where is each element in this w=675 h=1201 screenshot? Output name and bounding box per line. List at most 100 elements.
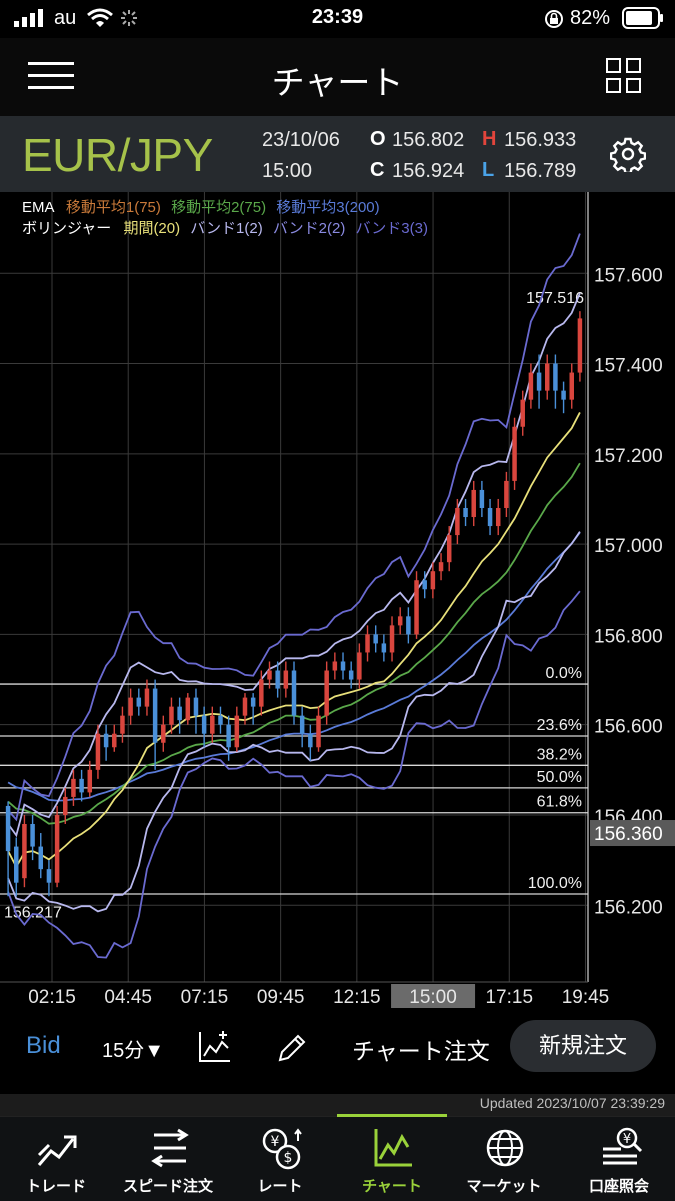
candle-body: [536, 372, 542, 391]
selected-time-highlight: [391, 984, 476, 1008]
loading-spinner-icon: [121, 10, 137, 26]
bb-band1-label: バンド1(2): [190, 220, 263, 237]
ema-75-line: [7, 462, 581, 825]
candle-body: [128, 697, 133, 716]
tab-account-label: 口座照会: [588, 1178, 649, 1195]
candle-body: [259, 679, 264, 707]
new-order-button[interactable]: 新規注文: [510, 1020, 656, 1072]
candle-body: [38, 846, 44, 870]
tab-account[interactable]: ¥ 口座照会: [563, 1117, 675, 1201]
candlesticks: [5, 311, 583, 897]
candle-body: [234, 715, 240, 748]
candle-body: [357, 652, 362, 680]
svg-text:$: $: [284, 1150, 293, 1166]
timeframe-select[interactable]: 15分▼: [102, 1040, 165, 1062]
candle-body: [299, 715, 305, 734]
candle-body: [406, 616, 411, 635]
candle-body: [438, 562, 444, 572]
tab-rate[interactable]: ¥ $ レート: [224, 1117, 336, 1201]
current-price-tag: [590, 820, 675, 847]
time-tick-label: 07:15: [181, 987, 229, 1008]
candle-body: [87, 769, 93, 793]
candle-body: [218, 715, 223, 725]
time-tick-label: 02:15: [28, 987, 76, 1008]
active-tab-indicator: [337, 1114, 447, 1117]
tab-market[interactable]: マーケット: [448, 1117, 560, 1201]
hamburger-menu-icon[interactable]: [28, 60, 76, 92]
ma3-label: 移動平均3(200): [276, 199, 380, 216]
orientation-lock-icon: [545, 10, 563, 28]
candle-body: [185, 697, 191, 721]
time-tick-label: 17:15: [485, 987, 533, 1008]
status-bar: au 23:39 82%: [0, 0, 675, 38]
wifi-icon: [87, 8, 113, 27]
candle-body: [275, 670, 280, 689]
open-value: 156.802: [392, 129, 465, 151]
candle-body: [112, 733, 117, 748]
bb-lower-3-line: [7, 590, 581, 959]
candle-body: [177, 706, 182, 721]
chart-order-button[interactable]: チャート注文: [352, 1038, 490, 1064]
drawing-pencil-icon[interactable]: [276, 1030, 308, 1064]
candle-body: [544, 363, 550, 391]
currency-pair[interactable]: EUR/JPY: [22, 129, 213, 181]
time-tick-label: 09:45: [257, 987, 305, 1008]
candle-body: [144, 688, 150, 707]
candle-body: [30, 824, 35, 847]
fib-level-label: 100.0%: [528, 875, 582, 892]
svg-text:¥: ¥: [623, 1132, 631, 1147]
candle-body: [22, 824, 27, 879]
bid-ask-toggle[interactable]: Bid: [26, 1032, 61, 1059]
ma1-label: 移動平均1(75): [65, 199, 161, 216]
ma2-label: 移動平均2(75): [171, 199, 267, 216]
add-indicator-icon[interactable]: [198, 1030, 232, 1064]
candle-body: [455, 508, 460, 536]
price-tick-label: 157.200: [594, 446, 663, 467]
tab-speed-order[interactable]: スピード注文: [112, 1117, 224, 1201]
candle-body: [479, 489, 485, 508]
nav-bar: チャート: [0, 38, 675, 116]
price-tick-label: 156.800: [594, 626, 663, 647]
candle-body: [569, 372, 574, 400]
tab-chart[interactable]: チャート: [336, 1117, 448, 1201]
candle-body: [283, 670, 289, 689]
candle-body: [487, 508, 493, 527]
clock: 23:39: [311, 6, 364, 28]
tab-trade[interactable]: トレード: [0, 1117, 112, 1201]
time-tick-label: 04:45: [104, 987, 152, 1008]
price-axis: 157.600 157.400 157.200 157.000 156.800 156.6…: [590, 265, 675, 918]
market-globe-icon: [486, 1129, 524, 1167]
update-timestamp-bar: Updated 2023/10/07 23:39:29: [0, 1094, 675, 1116]
candle-body: [446, 535, 452, 563]
candle-body: [553, 363, 558, 391]
candle-body: [414, 580, 419, 635]
chart-canvas[interactable]: 0.0%23.6%38.2%50.0%61.8%100.0%157.516156…: [0, 192, 675, 1018]
time-axis: 02:15 04:45 07:15 09:45 12:15 15:00 17:15 19:45: [28, 984, 609, 1008]
candle-body: [348, 670, 354, 680]
candle-body: [250, 697, 256, 707]
indicator-lines: [7, 233, 581, 959]
candle-body: [430, 571, 436, 590]
candle-body: [136, 697, 142, 707]
grid-layout-icon[interactable]: [606, 58, 642, 94]
fib-level-label: 50.0%: [537, 769, 582, 786]
bb-upper-3-line: [7, 233, 581, 822]
trade-icon: [37, 1135, 77, 1166]
price-chart[interactable]: 0.0% 23.6% 38.2% 50.0% 61.8% 100.0% 157.516 156…: [0, 192, 675, 1018]
fib-level-label: 61.8%: [537, 794, 582, 811]
candle-body: [79, 778, 84, 793]
ema-legend: EMA 移動平均1(75) 移動平均2(75) 移動平均3(200): [22, 196, 380, 217]
quote-time: 15:00: [262, 160, 313, 182]
candle-body: [210, 715, 215, 734]
tab-speed-order-label: スピード注文: [122, 1178, 213, 1195]
candle-body: [71, 778, 76, 797]
svg-text:¥: ¥: [271, 1134, 280, 1150]
battery-icon: [622, 7, 663, 29]
gear-icon[interactable]: [610, 136, 646, 172]
carrier-label: au: [54, 7, 77, 29]
signal-strength-icon: [14, 9, 43, 27]
tab-chart-label: チャート: [362, 1178, 422, 1195]
candle-body: [495, 508, 501, 527]
rate-icon: ¥ $: [262, 1128, 302, 1170]
page-title: チャート: [271, 64, 404, 101]
